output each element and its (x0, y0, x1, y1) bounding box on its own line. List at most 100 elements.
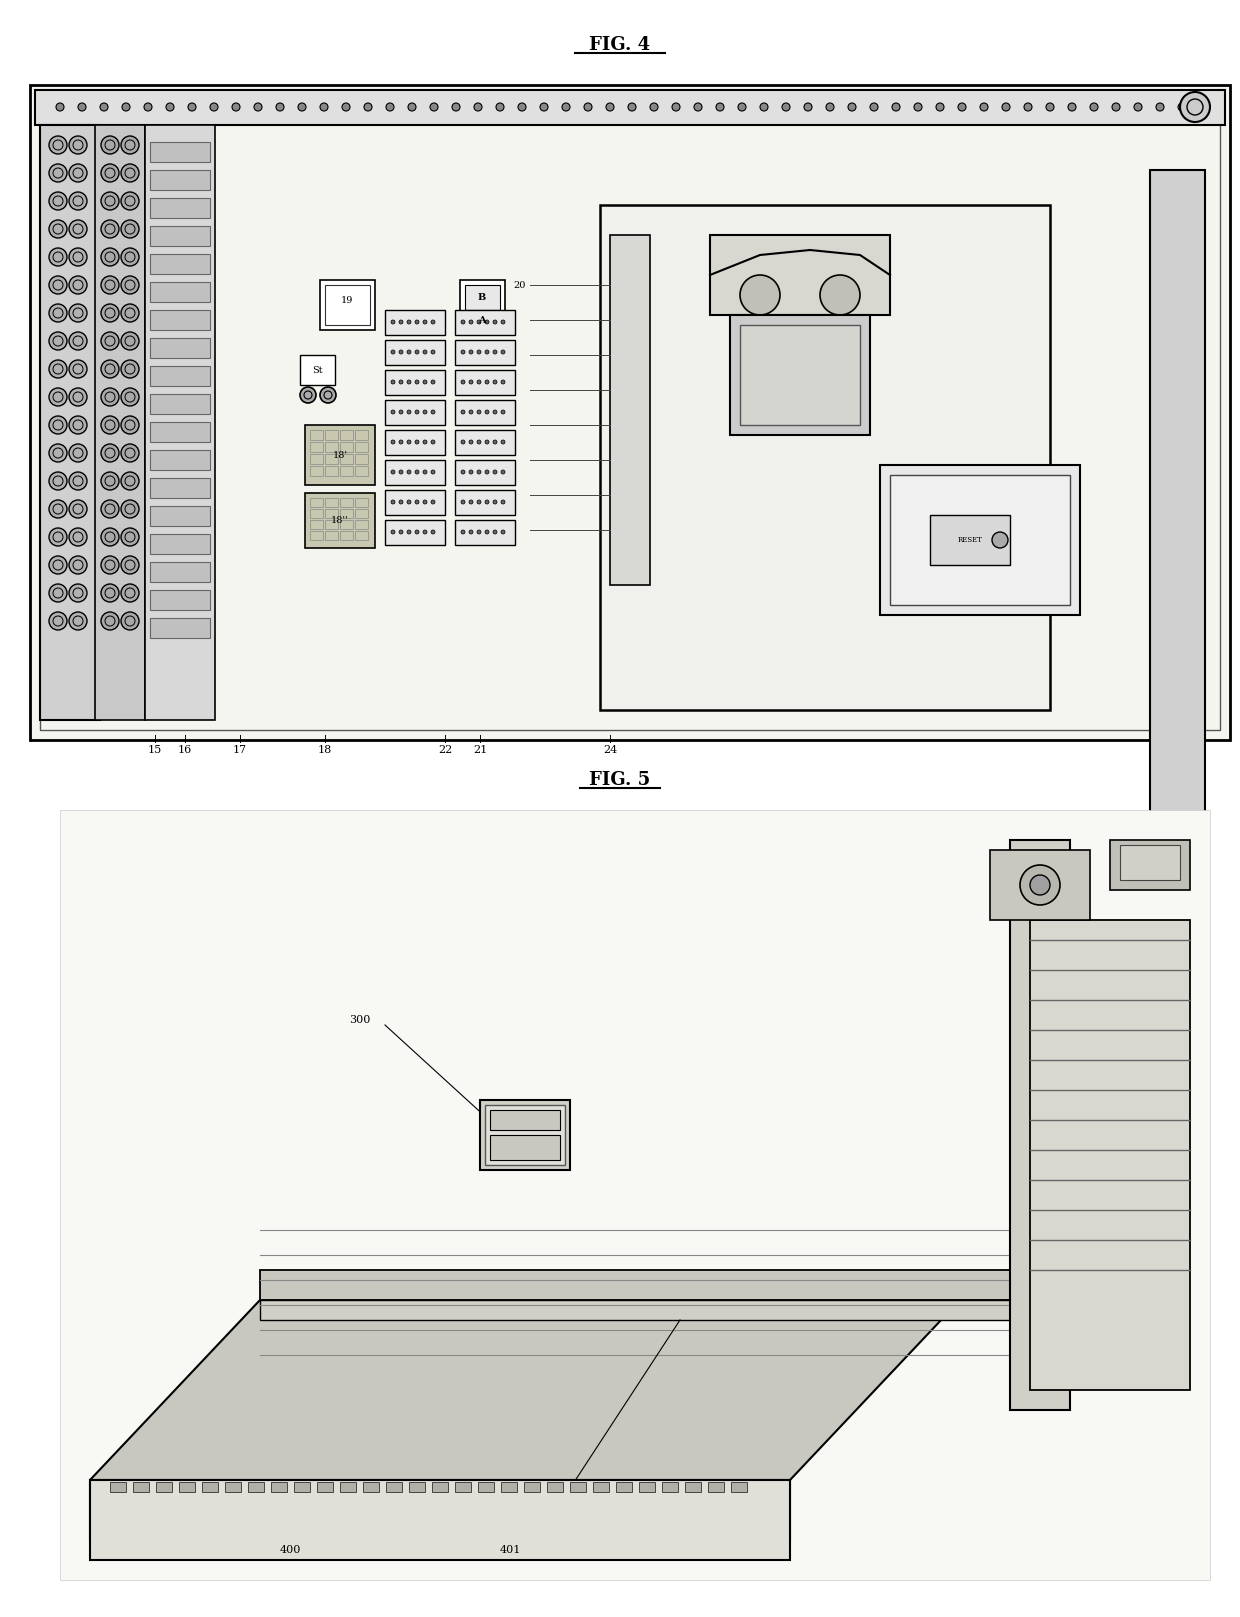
Bar (593, 1483, 609, 1492)
Bar (150, 226, 210, 246)
Circle shape (432, 380, 435, 383)
Circle shape (100, 163, 119, 183)
Bar (340, 430, 353, 440)
Bar (432, 1483, 448, 1492)
Bar (465, 285, 500, 310)
Circle shape (485, 320, 489, 323)
Circle shape (423, 349, 427, 354)
Circle shape (477, 411, 481, 414)
Circle shape (342, 103, 350, 112)
Circle shape (1135, 103, 1142, 112)
Bar (455, 370, 515, 395)
Bar (325, 454, 339, 464)
Circle shape (69, 163, 87, 183)
Bar (611, 1484, 625, 1497)
Circle shape (69, 500, 87, 517)
Bar (340, 521, 353, 529)
Circle shape (50, 611, 67, 631)
Bar (384, 310, 445, 335)
Circle shape (391, 320, 396, 323)
Circle shape (320, 386, 336, 403)
Circle shape (100, 103, 108, 112)
Circle shape (69, 304, 87, 322)
Text: 19: 19 (341, 296, 353, 304)
Circle shape (494, 380, 497, 383)
Bar (435, 1484, 449, 1497)
Circle shape (407, 320, 410, 323)
Circle shape (69, 416, 87, 433)
Text: 18'': 18'' (331, 516, 348, 524)
Bar (880, 466, 1080, 614)
Circle shape (992, 532, 1008, 548)
Text: 15: 15 (148, 745, 162, 755)
Circle shape (892, 103, 900, 112)
Circle shape (415, 471, 419, 474)
Bar (150, 450, 210, 471)
Circle shape (485, 349, 489, 354)
Bar (40, 125, 100, 720)
Bar (260, 1269, 1040, 1300)
Text: 17: 17 (233, 745, 247, 755)
Circle shape (122, 247, 139, 267)
Bar (310, 530, 322, 540)
Bar (567, 1484, 582, 1497)
Circle shape (69, 192, 87, 210)
Circle shape (627, 103, 636, 112)
Bar (150, 365, 210, 386)
Circle shape (461, 440, 465, 445)
Circle shape (980, 103, 988, 112)
Bar (303, 1484, 317, 1497)
Bar (355, 498, 368, 508)
Bar (325, 1484, 339, 1497)
Circle shape (461, 349, 465, 354)
Bar (460, 280, 505, 335)
Bar (384, 430, 445, 454)
Circle shape (122, 388, 139, 406)
Circle shape (1021, 865, 1060, 906)
Circle shape (469, 411, 472, 414)
Circle shape (469, 530, 472, 534)
Text: A: A (479, 315, 486, 325)
Bar (259, 1484, 273, 1497)
Bar (91, 1480, 790, 1560)
Bar (384, 459, 445, 485)
Bar (325, 466, 339, 475)
Bar (465, 310, 500, 330)
Bar (355, 530, 368, 540)
Circle shape (423, 530, 427, 534)
Circle shape (474, 103, 482, 112)
Bar (126, 1484, 141, 1497)
Circle shape (407, 411, 410, 414)
Bar (501, 1483, 517, 1492)
Circle shape (494, 500, 497, 505)
Bar (340, 466, 353, 475)
Circle shape (432, 440, 435, 445)
Bar (150, 506, 210, 526)
Bar (355, 441, 368, 453)
Circle shape (408, 103, 415, 112)
Circle shape (804, 103, 812, 112)
Circle shape (391, 349, 396, 354)
Bar (325, 530, 339, 540)
Bar (150, 590, 210, 610)
Bar (490, 1109, 560, 1130)
Circle shape (1068, 103, 1076, 112)
Circle shape (1180, 92, 1210, 121)
Circle shape (782, 103, 790, 112)
Circle shape (477, 500, 481, 505)
Bar (150, 254, 210, 273)
Circle shape (501, 440, 505, 445)
Circle shape (501, 320, 505, 323)
Circle shape (501, 349, 505, 354)
Bar (91, 1480, 790, 1539)
Circle shape (407, 471, 410, 474)
Circle shape (738, 103, 746, 112)
Bar (384, 490, 445, 514)
Circle shape (69, 136, 87, 154)
Bar (340, 454, 353, 464)
Bar (133, 1483, 149, 1492)
Bar (305, 493, 374, 548)
Bar (1110, 839, 1190, 889)
Circle shape (391, 440, 396, 445)
Circle shape (1156, 103, 1164, 112)
